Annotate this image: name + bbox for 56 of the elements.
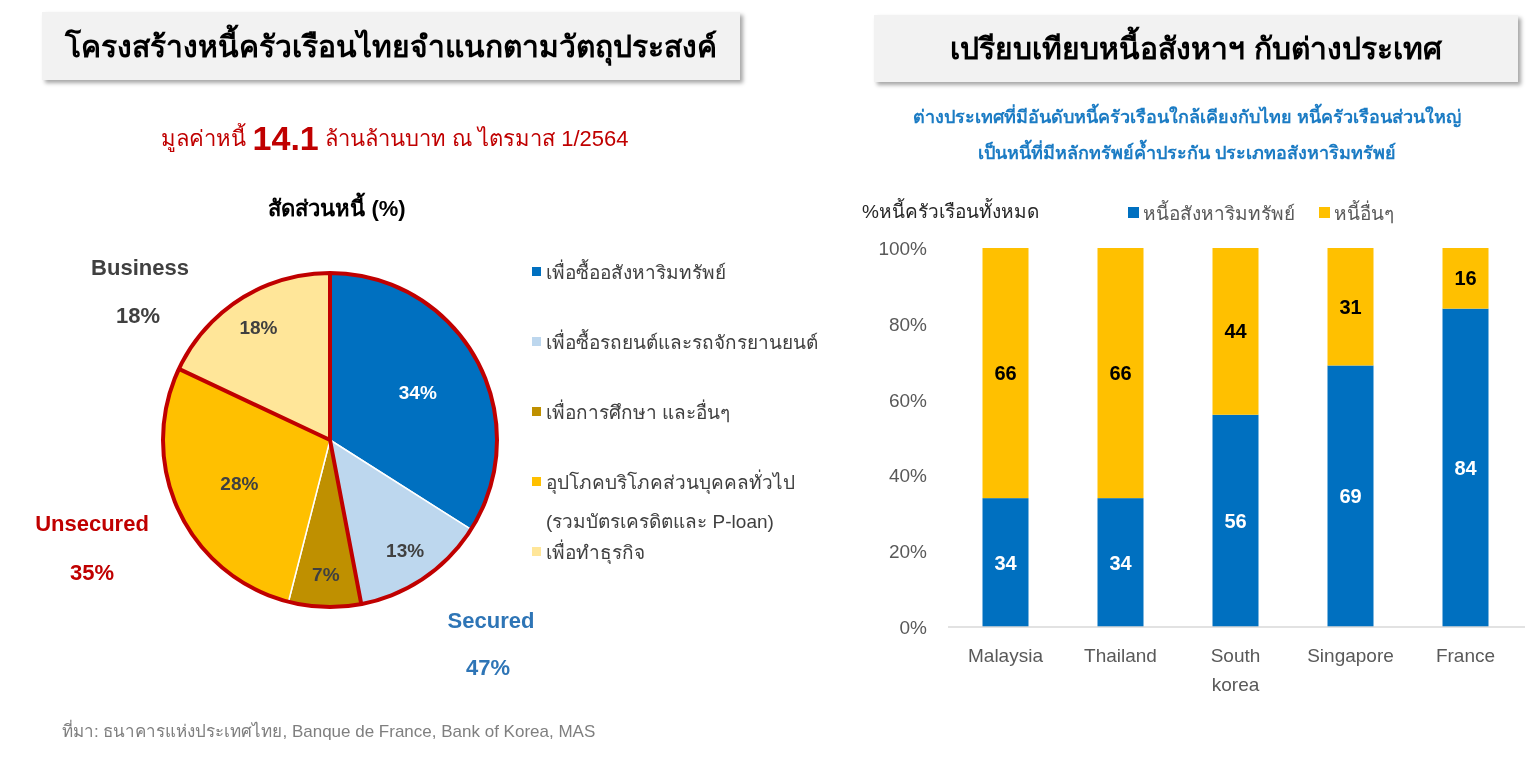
- x-tick-label: South korea: [1210, 644, 1261, 695]
- x-tick-label: Singapore: [1307, 644, 1394, 666]
- bar: [1327, 248, 1374, 366]
- bar: [1097, 248, 1144, 499]
- data-label: 66: [1109, 362, 1132, 385]
- legend-label: เพื่อซื้ออสังหาริมทรัพย์: [546, 258, 726, 283]
- chart-subtitle: ต่างประเทศที่มีอันดับหนี้ครัวเรือนใกล้เคียงกับไทย หนี้ครัวเรือนส่วนใหญ่เป็นหนี้ที่มีหลักทรัพย์ค้ำประกัน ประเภทอสังหาริมทรัพย์: [912, 102, 1462, 165]
- data-label: 69: [1339, 485, 1362, 508]
- text: Business: [91, 254, 189, 280]
- data-label: 16: [1454, 267, 1477, 290]
- data-label: 18%: [239, 316, 278, 338]
- data-label: 31: [1339, 295, 1362, 318]
- chart-title: โครงสร้างหนี้ครัวเรือนไทยจำแนกตามวัตถุประสงค์: [42, 12, 740, 80]
- bar: [982, 498, 1029, 627]
- bar: [1212, 414, 1259, 627]
- x-tick-label: Thailand: [1084, 644, 1157, 666]
- y-tick-label: 60%: [888, 389, 928, 411]
- bar: [1097, 498, 1144, 627]
- bar: [1442, 308, 1489, 627]
- y-tick-label: 20%: [888, 540, 928, 562]
- text: สัดส่วนหนี้ (%): [268, 191, 406, 221]
- data-label: 44: [1224, 320, 1248, 343]
- legend-label: เพื่อซื้อรถยนต์และรถจักรยานยนต์: [546, 328, 818, 353]
- legend-label: เพื่อการศึกษา และอื่นๆ: [546, 398, 731, 423]
- legend-label: หนี้อื่นๆ: [1334, 199, 1394, 224]
- y-tick-label: 40%: [888, 464, 928, 486]
- data-label: 13%: [386, 540, 425, 561]
- bar: [1212, 248, 1259, 415]
- data-label: 34: [1109, 551, 1133, 574]
- legend-label: อุปโภคบริโภคส่วนบุคคลทั่วไป (รวมบัตรเครดิตและ P-loan): [546, 468, 795, 532]
- data-label: 28%: [220, 472, 259, 494]
- legend-label: หนี้อสังหาริมทรัพย์: [1143, 199, 1295, 224]
- text: 18%: [115, 302, 161, 328]
- y-tick-label: 0%: [899, 616, 928, 638]
- text: 47%: [465, 654, 511, 680]
- x-tick-label: Malaysia: [968, 644, 1044, 666]
- y-axis-title: %หนี้ครัวเรือนทั้งหมด: [862, 197, 1039, 222]
- y-tick-label: 80%: [888, 313, 928, 335]
- data-label: 84: [1454, 456, 1478, 479]
- bar: [1327, 365, 1374, 627]
- x-tick-label: France: [1435, 644, 1496, 666]
- data-label: 34: [994, 551, 1018, 574]
- data-label: 66: [994, 362, 1017, 385]
- chart-title: เปรียบเทียบหนี้อสังหาฯ กับต่างประเทศ: [874, 15, 1518, 82]
- data-label: 34%: [398, 381, 437, 403]
- text: Secured: [447, 607, 535, 633]
- chart-subtitle: มูลค่าหนี้ 14.1 ล้านล้านบาท ณ ไตรมาส 1/2564: [161, 119, 629, 157]
- text: Unsecured: [35, 510, 149, 536]
- legend-label: เพื่อทำธุรกิจ: [546, 538, 645, 565]
- data-label: 7%: [312, 563, 340, 585]
- bar: [1442, 248, 1489, 309]
- text: 35%: [69, 559, 115, 585]
- data-label: 56: [1224, 509, 1247, 532]
- bar: [982, 248, 1029, 499]
- y-tick-label: 100%: [878, 237, 928, 259]
- text: ที่มา: ธนาคารแห่งประเทศไทย, Banque de France, Bank of Korea, MAS: [62, 718, 596, 741]
